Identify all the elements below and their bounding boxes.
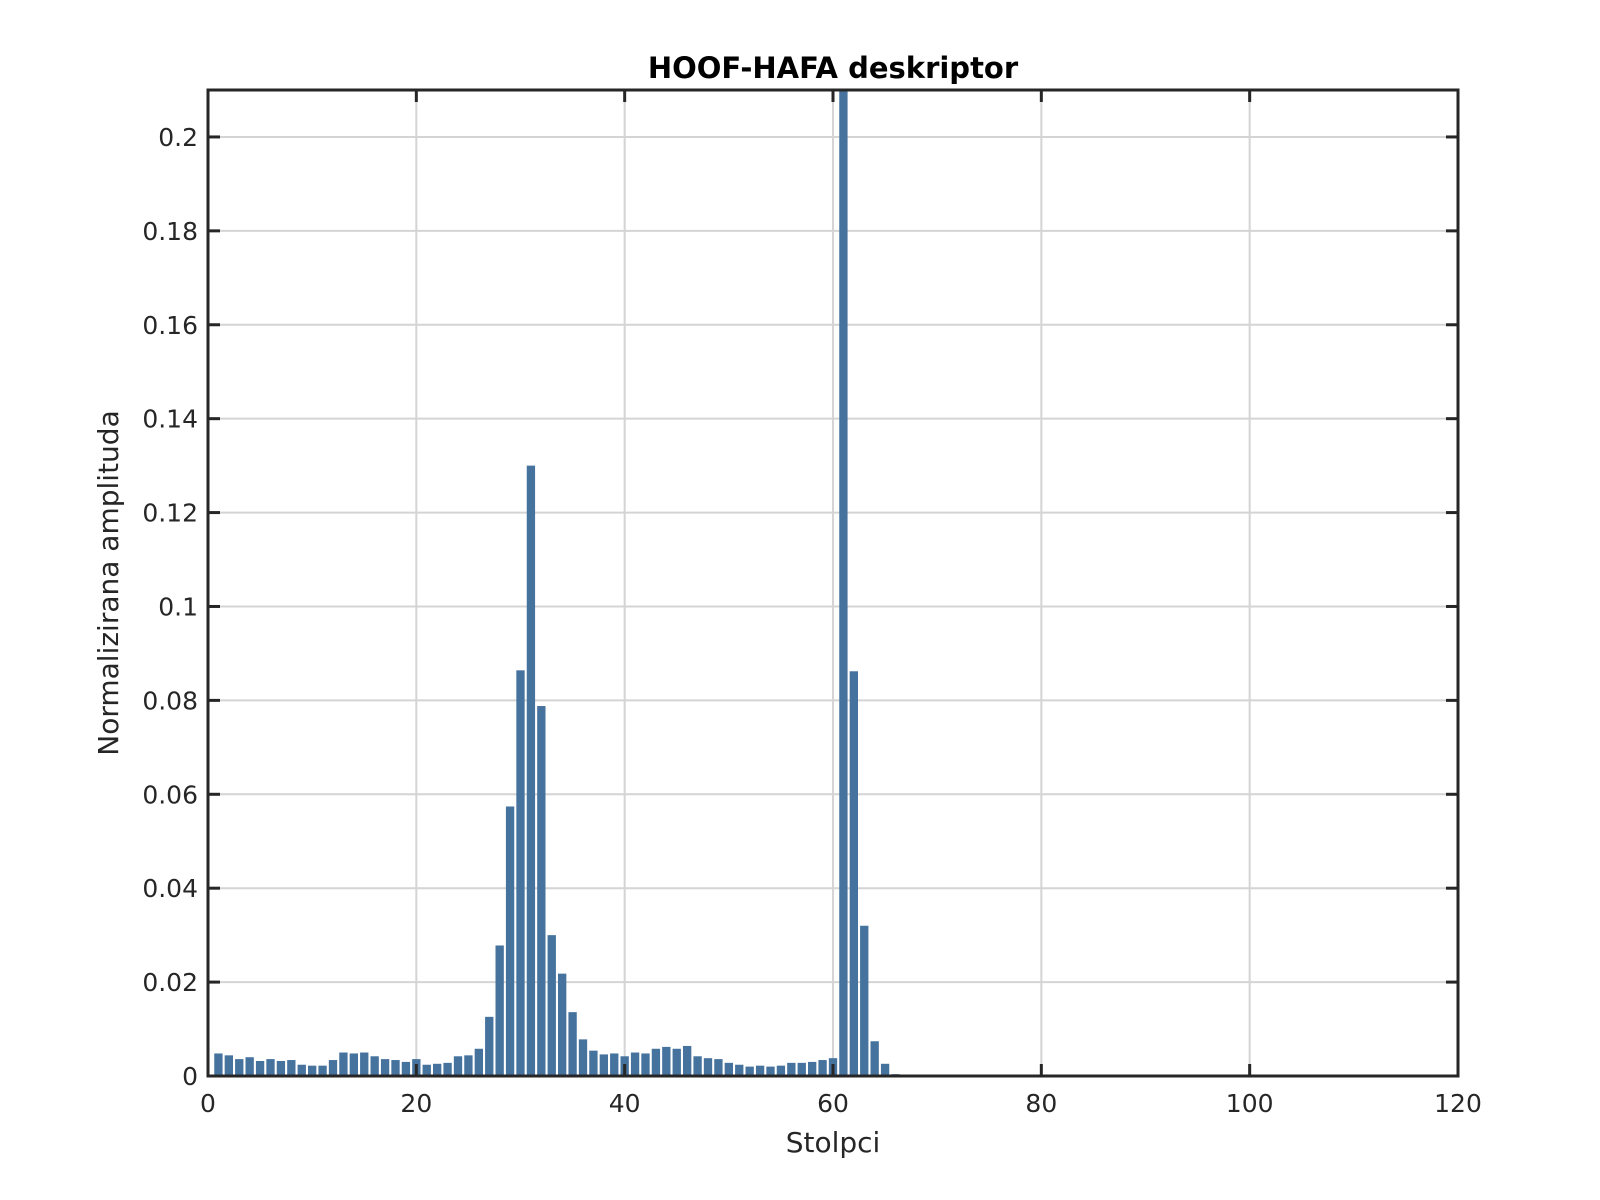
bar	[391, 1060, 400, 1076]
bar	[776, 1065, 786, 1076]
bar	[662, 1046, 671, 1076]
bar	[474, 1048, 483, 1076]
bar	[224, 1055, 233, 1076]
bar	[714, 1059, 723, 1076]
bar	[724, 1062, 733, 1076]
bar	[797, 1062, 806, 1076]
grid-lines	[208, 90, 1458, 1076]
y-axis-label: Normalizirana amplituda	[92, 410, 125, 755]
bar	[870, 1041, 879, 1076]
bar	[641, 1053, 650, 1076]
bar	[453, 1056, 463, 1076]
bar	[495, 945, 504, 1076]
bar	[339, 1052, 348, 1076]
bar	[214, 1053, 223, 1076]
bar	[703, 1058, 713, 1076]
x-tick-label: 80	[1025, 1089, 1057, 1118]
bar	[568, 1012, 577, 1076]
x-tick-label: 40	[609, 1089, 641, 1118]
x-tick-label: 20	[400, 1089, 432, 1118]
bar	[328, 1060, 338, 1076]
bar	[433, 1063, 442, 1076]
y-tick-label: 0	[182, 1062, 198, 1091]
bar	[849, 671, 858, 1076]
x-tick-labels: 0 20 40 60 80 100 120	[200, 1089, 1482, 1118]
y-tick-labels: 0 0.02 0.04 0.06 0.08 0.1 0.12 0.14 0.16 0.18 0.2	[142, 123, 198, 1091]
bar	[485, 1016, 494, 1076]
y-tick-label: 0.18	[142, 217, 198, 246]
chart-title: HOOF-HAFA deskriptor	[648, 51, 1019, 85]
x-tick-label: 100	[1226, 1089, 1274, 1118]
x-axis-label: Stolpci	[786, 1126, 881, 1159]
bar	[516, 670, 525, 1076]
bar	[349, 1053, 358, 1076]
x-tick-label: 120	[1434, 1089, 1482, 1118]
bar	[245, 1057, 254, 1076]
bar	[558, 973, 567, 1076]
x-tick-label: 0	[200, 1089, 216, 1118]
bar	[422, 1064, 431, 1076]
bar	[266, 1059, 275, 1076]
y-tick-label: 0.02	[142, 968, 198, 997]
bar	[537, 706, 546, 1076]
bar	[370, 1056, 379, 1076]
bar	[818, 1060, 827, 1076]
bar	[308, 1065, 317, 1076]
bar	[693, 1056, 702, 1076]
bar	[610, 1053, 619, 1076]
bar	[755, 1065, 765, 1076]
y-tick-label: 0.06	[142, 780, 198, 809]
bar	[787, 1062, 796, 1076]
x-tick-label: 60	[817, 1089, 849, 1118]
bar	[401, 1061, 411, 1076]
bar	[464, 1055, 473, 1076]
y-tick-label: 0.2	[158, 123, 198, 152]
y-tick-label: 0.1	[158, 592, 198, 621]
bar	[880, 1063, 890, 1076]
bar	[276, 1060, 286, 1076]
bar	[735, 1064, 744, 1076]
bar	[672, 1048, 681, 1076]
bar	[578, 1039, 588, 1076]
bar	[808, 1061, 817, 1076]
bar	[443, 1062, 452, 1076]
bar	[505, 806, 515, 1076]
bar	[766, 1066, 775, 1076]
bar	[360, 1052, 369, 1076]
y-tick-label: 0.14	[142, 405, 198, 434]
bar	[651, 1048, 661, 1076]
bar	[297, 1064, 306, 1076]
bar	[380, 1059, 390, 1076]
bar	[255, 1060, 265, 1076]
bar-series	[214, 90, 900, 1076]
y-tick-label: 0.16	[142, 311, 198, 340]
bar	[630, 1052, 640, 1076]
y-tick-label: 0.04	[142, 874, 198, 903]
bar	[860, 925, 869, 1076]
bar	[287, 1060, 296, 1076]
bar	[745, 1066, 754, 1076]
bar	[526, 465, 536, 1076]
bar	[318, 1065, 327, 1076]
tick-marks	[206, 90, 1460, 1078]
bar	[589, 1050, 598, 1076]
bar	[683, 1045, 692, 1076]
y-tick-label: 0.08	[142, 686, 198, 715]
y-tick-label: 0.12	[142, 499, 198, 528]
bar	[839, 90, 848, 1076]
bar	[547, 935, 556, 1076]
bar	[235, 1059, 244, 1076]
bar	[599, 1054, 608, 1076]
